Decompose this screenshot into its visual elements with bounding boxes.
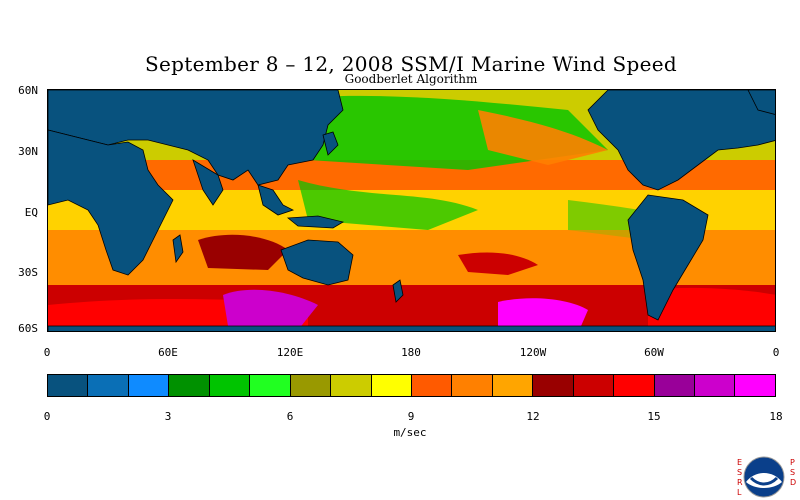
lon-label-120e: 120E <box>276 346 304 359</box>
color-scale-segment <box>48 375 89 396</box>
scale-label-3: 3 <box>164 410 172 423</box>
color-scale-segment <box>614 375 655 396</box>
color-scale-segment <box>492 375 534 396</box>
color-scale-segment <box>371 375 412 396</box>
lon-label-180: 180 <box>401 346 421 359</box>
map-subtitle: Goodberlet Algorithm <box>344 72 478 86</box>
color-scale-segment <box>209 375 251 396</box>
color-scale-segment <box>331 375 372 396</box>
scale-label-9: 9 <box>407 410 415 423</box>
color-scale-segment <box>533 375 574 396</box>
color-scale-bar <box>47 374 776 397</box>
lon-label-0: 0 <box>43 346 51 359</box>
color-scale-segment <box>128 375 170 396</box>
noaa-logo-icon <box>743 456 785 498</box>
color-scale-segment <box>88 375 129 396</box>
color-scale-segment <box>250 375 291 396</box>
units-label: m/sec <box>393 426 427 439</box>
lat-label-eq: EQ <box>24 206 38 219</box>
lon-label-60e: 60E <box>158 346 178 359</box>
color-scale-segment <box>411 375 453 396</box>
lat-label-60n: 60N <box>18 84 38 97</box>
lat-label-30n: 30N <box>18 145 38 158</box>
color-scale-segment <box>695 375 736 396</box>
color-scale-segment <box>290 375 332 396</box>
scale-label-18: 18 <box>769 410 783 423</box>
scale-label-6: 6 <box>286 410 294 423</box>
scale-label-0: 0 <box>43 410 51 423</box>
scale-label-15: 15 <box>647 410 661 423</box>
color-scale-segment <box>452 375 493 396</box>
color-scale-segment <box>654 375 695 396</box>
color-scale-segment <box>573 375 615 396</box>
color-scale-segment <box>735 375 775 396</box>
lon-label-0-east: 0 <box>772 346 780 359</box>
color-scale-segment <box>169 375 210 396</box>
scale-label-12: 12 <box>526 410 540 423</box>
lat-label-30s: 30S <box>18 266 38 279</box>
lon-label-60w: 60W <box>644 346 664 359</box>
lon-label-120w: 120W <box>519 346 547 359</box>
map-title: September 8 – 12, 2008 SSM/I Marine Wind… <box>145 52 677 76</box>
wind-speed-field <box>48 90 775 331</box>
wind-speed-map <box>47 89 776 332</box>
lat-label-60s: 60S <box>18 322 38 335</box>
